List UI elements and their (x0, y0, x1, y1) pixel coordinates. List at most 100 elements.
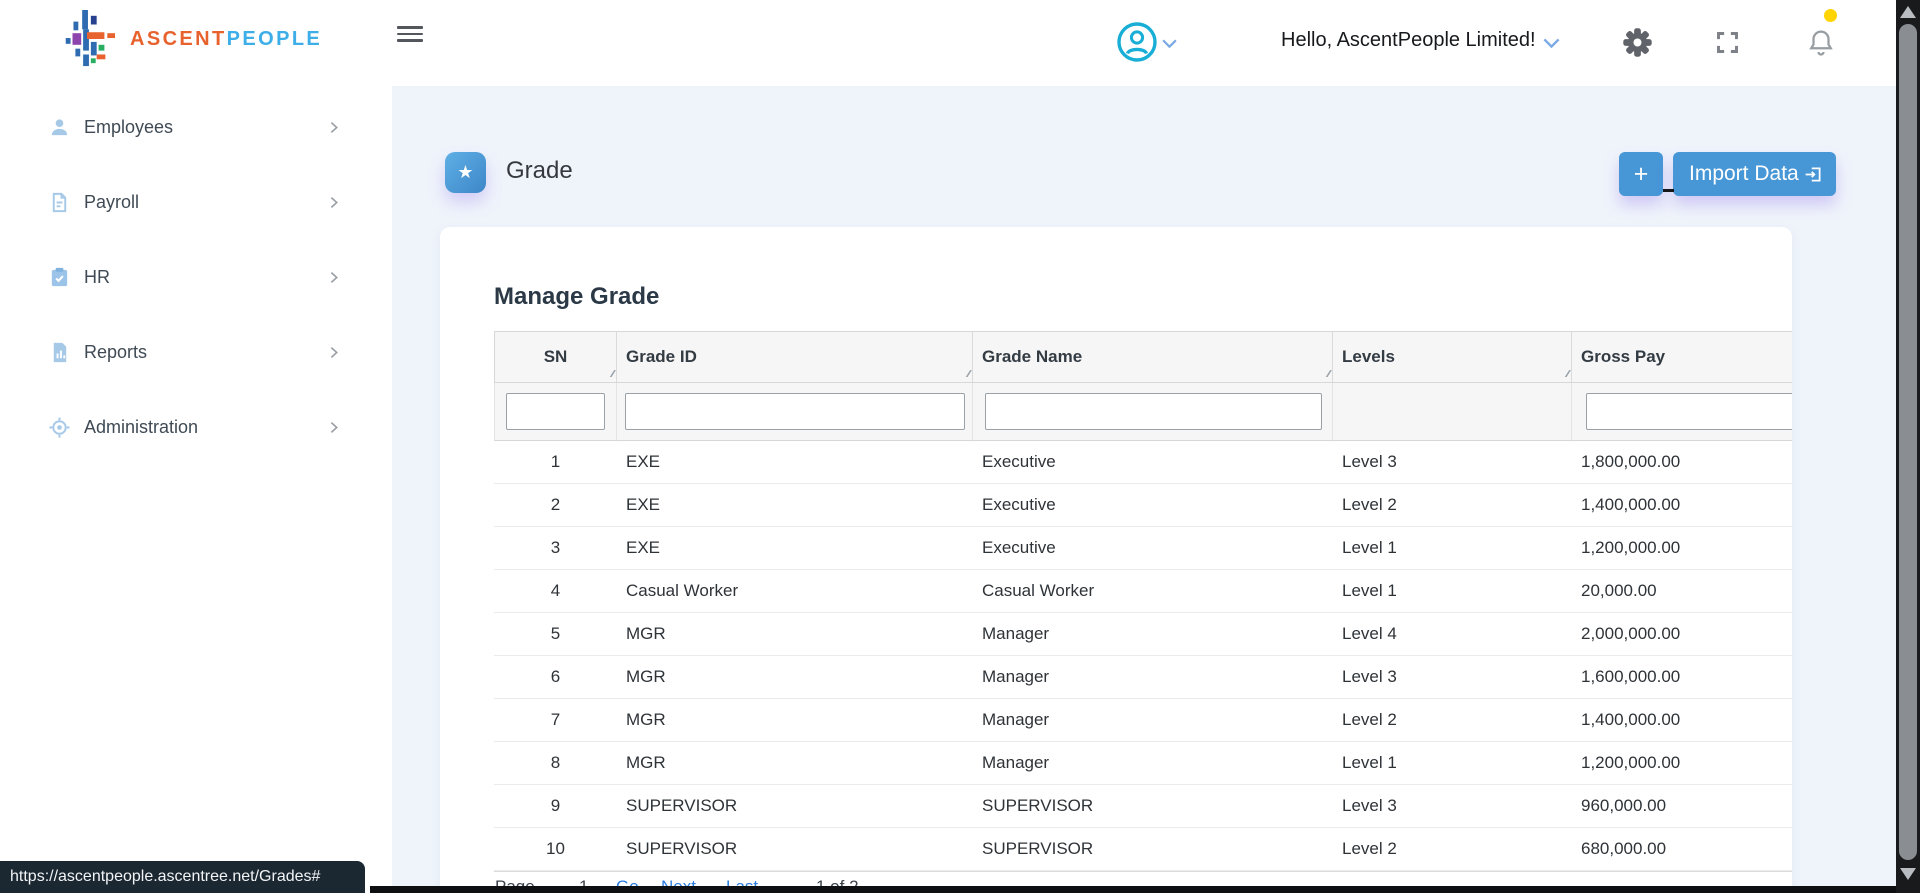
cell-sn: 7 (494, 699, 617, 742)
table-row[interactable]: 10 SUPERVISOR SUPERVISOR Level 2 680,000… (494, 828, 1792, 871)
column-header-sn[interactable]: SN ∕∕ (494, 331, 617, 383)
hamburger-menu-icon[interactable] (397, 26, 423, 42)
cell-gross-pay: 1,800,000.00 (1572, 441, 1792, 484)
cell-grade-id: MGR (617, 742, 973, 785)
cell-levels: Level 2 (1333, 484, 1572, 527)
cell-grade-id: EXE (617, 484, 973, 527)
filter-grade-id-input[interactable] (625, 393, 965, 430)
sidebar-item-administration[interactable]: Administration (48, 405, 340, 449)
cell-grade-id: EXE (617, 441, 973, 484)
hr-clipboard-icon (48, 266, 71, 289)
sidebar-item-label: Employees (84, 117, 173, 138)
table-row[interactable]: 4 Casual Worker Casual Worker Level 1 20… (494, 570, 1792, 613)
page-scrollbar[interactable] (1896, 0, 1920, 893)
sidebar-item-label: Reports (84, 342, 147, 363)
cell-grade-name: Executive (973, 484, 1333, 527)
table-row[interactable]: 7 MGR Manager Level 2 1,400,000.00 (494, 699, 1792, 742)
cell-gross-pay: 2,000,000.00 (1572, 613, 1792, 656)
sidebar-item-label: Administration (84, 417, 198, 438)
column-header-label: Levels (1342, 347, 1395, 367)
chevron-right-icon (327, 271, 340, 284)
column-resize-grip[interactable]: ∕∕ (1328, 369, 1329, 380)
cell-grade-name: Casual Worker (973, 570, 1333, 613)
filter-sn-input[interactable] (506, 393, 605, 430)
table-filter-row (494, 383, 1792, 441)
filter-levels-empty-cell (1333, 383, 1572, 441)
column-resize-grip[interactable]: ∕∕ (968, 369, 969, 380)
table-row[interactable]: 8 MGR Manager Level 1 1,200,000.00 (494, 742, 1792, 785)
cell-grade-name: Manager (973, 742, 1333, 785)
brand-name: ASCENTPEOPLE (130, 28, 322, 51)
pager-divider (494, 871, 1792, 872)
employees-person-icon (48, 116, 71, 139)
sidebar-item-employees[interactable]: Employees (48, 105, 340, 149)
cell-sn: 6 (494, 656, 617, 699)
cell-gross-pay: 1,200,000.00 (1572, 527, 1792, 570)
cell-grade-id: MGR (617, 613, 973, 656)
filter-gross-pay-input[interactable] (1586, 393, 1792, 430)
sidebar-item-hr[interactable]: HR (48, 255, 340, 299)
sidebar-item-label: HR (84, 267, 110, 288)
cell-grade-name: Manager (973, 656, 1333, 699)
column-header-levels[interactable]: Levels ∕∕ (1333, 331, 1572, 383)
cell-sn: 4 (494, 570, 617, 613)
chevron-right-icon (327, 196, 340, 209)
column-header-gross-pay[interactable]: Gross Pay∕∕ (1572, 331, 1792, 383)
column-header-label: SN (544, 347, 568, 367)
window-bottom-edge (370, 886, 1896, 893)
settings-gear-icon[interactable] (1622, 27, 1653, 63)
logo-mark-icon (58, 10, 116, 68)
browser-status-url: https://ascentpeople.ascentree.net/Grade… (0, 861, 365, 893)
sidebar-item-payroll[interactable]: Payroll (48, 180, 340, 224)
grade-table: SN ∕∕ Grade ID ∕∕ Grade Name ∕∕ Levels ∕∕ Gr… (494, 331, 1792, 871)
scrollbar-thumb[interactable] (1899, 24, 1917, 860)
chevron-right-icon (327, 121, 340, 134)
table-row[interactable]: 9 SUPERVISOR SUPERVISOR Level 3 960,000.… (494, 785, 1792, 828)
table-row[interactable]: 1 EXE Executive Level 3 1,800,000.00 (494, 441, 1792, 484)
chevron-right-icon (327, 346, 340, 359)
reports-chart-icon (48, 341, 71, 364)
table-header-row: SN ∕∕ Grade ID ∕∕ Grade Name ∕∕ Levels ∕∕ Gr… (494, 331, 1792, 383)
import-icon (1803, 164, 1824, 185)
column-resize-grip[interactable]: ∕∕ (1567, 369, 1568, 380)
fullscreen-icon[interactable] (1714, 29, 1741, 61)
manage-grade-card: Manage Grade SN ∕∕ Grade ID ∕∕ Grade Name ∕… (440, 227, 1792, 893)
filter-grade-name-input[interactable] (985, 393, 1322, 430)
avatar-dropdown-chevron-icon[interactable] (1161, 36, 1178, 54)
cell-gross-pay: 20,000.00 (1572, 570, 1792, 613)
column-header-label: Grade ID (626, 347, 697, 367)
cell-grade-name: Manager (973, 699, 1333, 742)
account-greeting[interactable]: Hello, AscentPeople Limited! (1281, 29, 1536, 52)
cell-levels: Level 3 (1333, 441, 1572, 484)
cell-levels: Level 1 (1333, 527, 1572, 570)
cell-sn: 10 (494, 828, 617, 871)
cell-levels: Level 1 (1333, 570, 1572, 613)
sidebar-item-reports[interactable]: Reports (48, 330, 340, 374)
cell-grade-id: MGR (617, 656, 973, 699)
table-row[interactable]: 2 EXE Executive Level 2 1,400,000.00 (494, 484, 1792, 527)
table-row[interactable]: 6 MGR Manager Level 3 1,600,000.00 (494, 656, 1792, 699)
cell-grade-name: Manager (973, 613, 1333, 656)
card-title: Manage Grade (494, 283, 659, 311)
import-data-button[interactable]: Import Data (1673, 152, 1836, 196)
favorite-star-button[interactable]: ★ (445, 152, 486, 193)
user-avatar-icon[interactable] (1117, 22, 1157, 62)
cell-gross-pay: 1,400,000.00 (1572, 484, 1792, 527)
notification-bell-icon[interactable] (1806, 26, 1836, 63)
add-grade-button[interactable]: + (1619, 152, 1663, 196)
cell-sn: 1 (494, 441, 617, 484)
account-dropdown-chevron-icon[interactable] (1542, 36, 1561, 54)
brand-logo[interactable]: ASCENTPEOPLE (58, 10, 322, 68)
cell-grade-name: SUPERVISOR (973, 785, 1333, 828)
cell-grade-name: Executive (973, 527, 1333, 570)
column-header-grade-id[interactable]: Grade ID ∕∕ (617, 331, 973, 383)
table-row[interactable]: 5 MGR Manager Level 4 2,000,000.00 (494, 613, 1792, 656)
column-header-label: Grade Name (982, 347, 1082, 367)
column-header-grade-name[interactable]: Grade Name ∕∕ (973, 331, 1333, 383)
column-resize-grip[interactable]: ∕∕ (612, 369, 613, 380)
payroll-document-icon (48, 191, 71, 214)
table-row[interactable]: 3 EXE Executive Level 1 1,200,000.00 (494, 527, 1792, 570)
scrollbar-up-arrow-icon[interactable] (1900, 6, 1916, 18)
scrollbar-down-arrow-icon[interactable] (1900, 868, 1916, 880)
notification-badge-dot (1824, 9, 1837, 22)
